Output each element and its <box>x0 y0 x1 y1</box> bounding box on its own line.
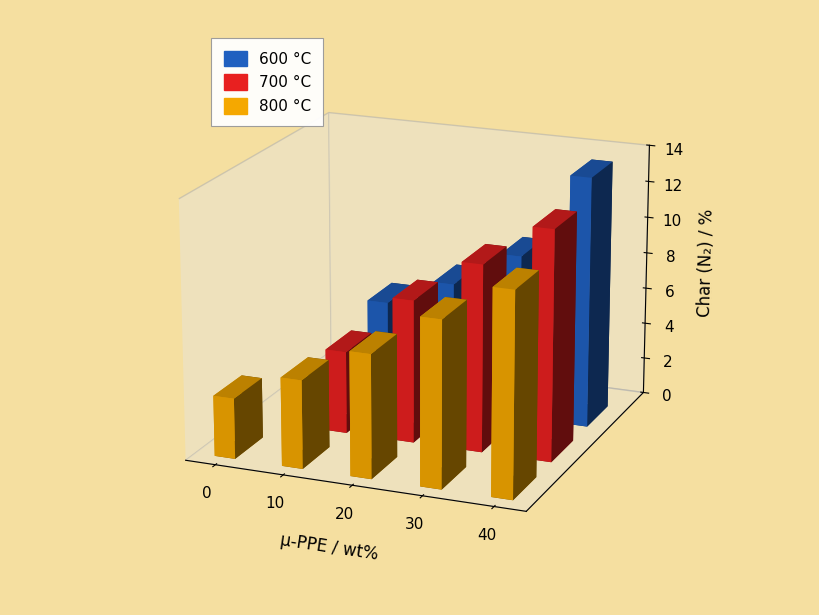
X-axis label: μ-PPE / wt%: μ-PPE / wt% <box>278 531 378 563</box>
Legend: 600 °C, 700 °C, 800 °C: 600 °C, 700 °C, 800 °C <box>211 38 323 126</box>
